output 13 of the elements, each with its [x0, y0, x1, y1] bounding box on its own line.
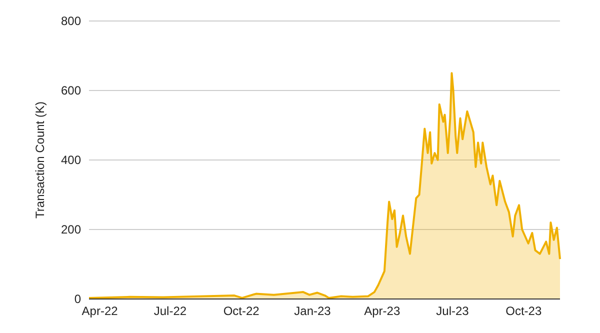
x-tick-label: Jul-22 [154, 304, 187, 318]
y-tick-label: 200 [60, 222, 82, 237]
y-axis-title: Transaction Count (K) [33, 102, 47, 218]
y-tick-label: 400 [60, 153, 82, 168]
x-tick-label: Jul-23 [436, 304, 470, 318]
y-tick-label: 800 [60, 14, 82, 28]
x-tick-label: Oct-22 [223, 304, 260, 318]
y-tick-label: 0 [74, 292, 82, 306]
x-tick-label: Apr-22 [82, 304, 118, 318]
x-tick-label: Oct-23 [506, 304, 542, 318]
y-tick-label: 600 [60, 84, 82, 98]
x-tick-label: Apr-23 [364, 304, 400, 318]
x-tick-label: Jan-23 [294, 304, 332, 318]
